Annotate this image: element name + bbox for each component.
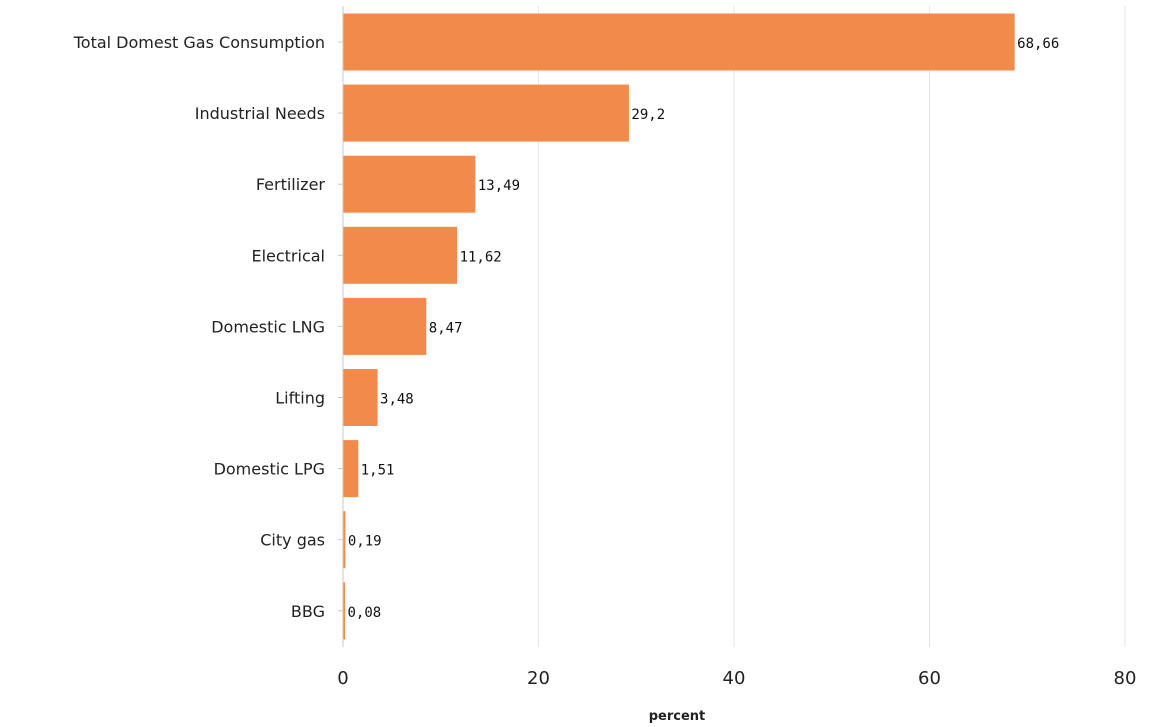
bar [343,297,427,355]
value-label: 0,19 [348,534,382,550]
bar [343,84,629,142]
value-label: 3,48 [380,392,414,408]
x-tick-label: 60 [918,668,941,689]
value-label: 11,62 [460,249,502,265]
x-tick-label: 40 [723,668,746,689]
x-tick-labels: 0 20 40 60 80 [337,668,1136,689]
bar [343,369,378,426]
x-tick-label: 80 [1114,668,1137,689]
bar [343,155,476,213]
x-axis-title: percent [649,709,706,724]
category-label: Fertilizer [256,175,326,194]
bar [343,226,458,284]
value-label: 68,66 [1017,36,1059,52]
x-tick-label: 0 [337,668,348,689]
category-label: Lifting [275,389,325,408]
bar [343,13,1015,71]
category-label: Industrial Needs [195,104,325,123]
bar [343,440,359,498]
bar [343,511,346,569]
value-label: 8,47 [429,320,463,336]
category-label: BBG [291,602,325,621]
value-label: 0,08 [348,605,382,621]
category-labels: Total Domest Gas Consumption Industrial N… [73,33,343,621]
gridlines [538,6,1126,647]
category-label: Domestic LPG [214,460,325,479]
category-label: City gas [260,531,325,550]
category-label: Electrical [251,246,325,265]
bars [343,13,1015,640]
value-label: 13,49 [478,178,520,194]
value-labels: 68,66 29,2 13,49 11,62 8,47 3,48 1,51 0,19 0,08 [348,36,1060,621]
value-label: 29,2 [631,107,665,123]
category-label: Domestic LNG [211,317,325,336]
value-label: 1,51 [361,463,395,479]
category-label: Total Domest Gas Consumption [73,33,325,52]
x-tick-label: 20 [527,668,550,689]
bar [343,582,345,640]
